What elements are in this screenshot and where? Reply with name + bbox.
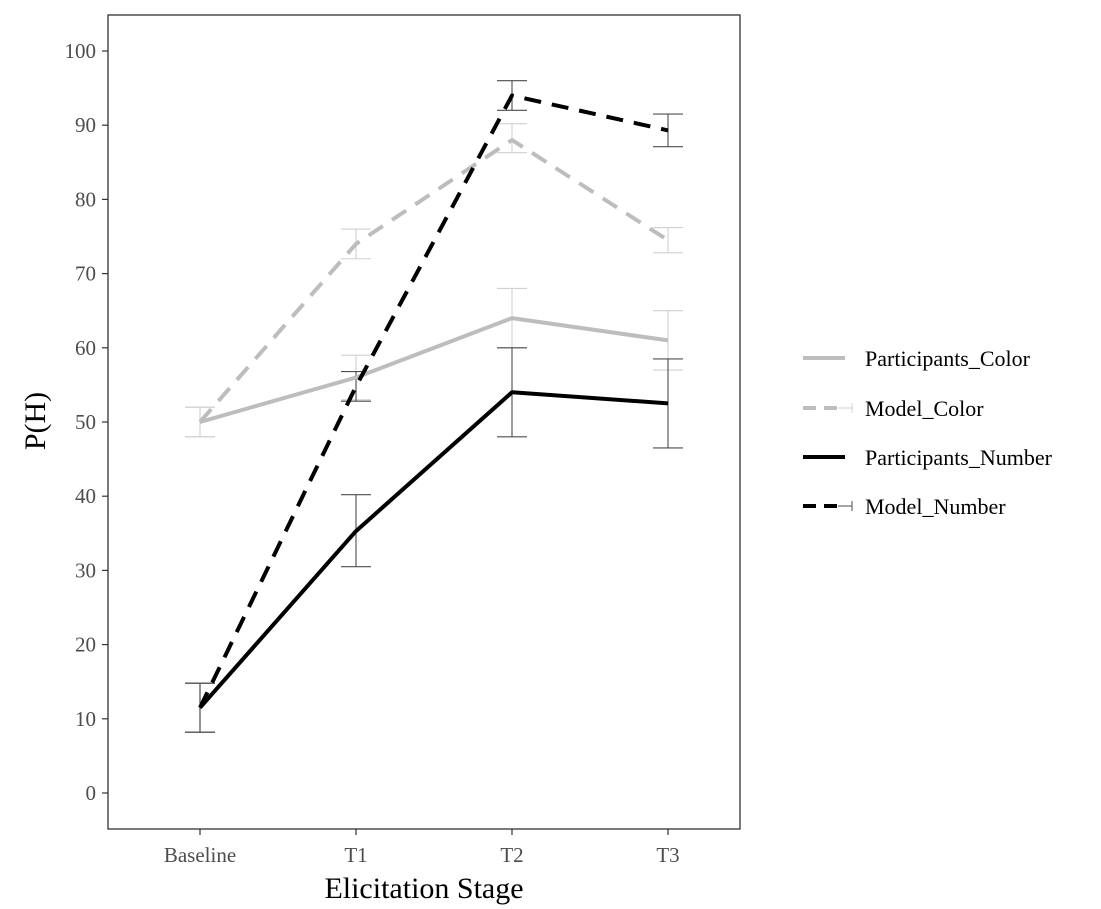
y-tick-label: 20: [75, 633, 96, 657]
x-tick-label: T1: [344, 843, 367, 867]
legend: Participants_Color Model_Color Participant…: [803, 346, 1053, 519]
legend-label: Model_Number: [865, 494, 1006, 519]
y-tick-label: 60: [75, 336, 96, 360]
y-tick-label: 10: [75, 707, 96, 731]
y-tick-label: 0: [86, 781, 97, 805]
y-tick-label: 30: [75, 558, 96, 582]
x-tick-label: T3: [656, 843, 679, 867]
y-tick-label: 90: [75, 113, 96, 137]
series-line-model-color: [198, 138, 670, 424]
series-line-model-number: [198, 93, 669, 709]
series-line-participants-color: [199, 316, 669, 424]
x-axis: Baseline T1 T2 T3: [164, 829, 680, 867]
x-tick-label: Baseline: [164, 843, 236, 867]
series-line-participants-number: [198, 390, 669, 710]
y-tick-label: 70: [75, 262, 96, 286]
y-tick-label: 40: [75, 484, 96, 508]
legend-label: Participants_Color: [865, 346, 1031, 371]
legend-label: Model_Color: [865, 396, 984, 421]
y-axis-title: P(H): [19, 392, 52, 450]
y-tick-label: 100: [65, 39, 97, 63]
legend-label: Participants_Number: [865, 445, 1053, 470]
series-lines: [198, 93, 670, 710]
x-tick-label: T2: [500, 843, 523, 867]
y-tick-label: 80: [75, 187, 96, 211]
y-axis: 0 10 20 30 40 50 60 70 80 90 100: [65, 39, 108, 805]
x-axis-title: Elicitation Stage: [324, 872, 523, 905]
y-tick-label: 50: [75, 410, 96, 434]
